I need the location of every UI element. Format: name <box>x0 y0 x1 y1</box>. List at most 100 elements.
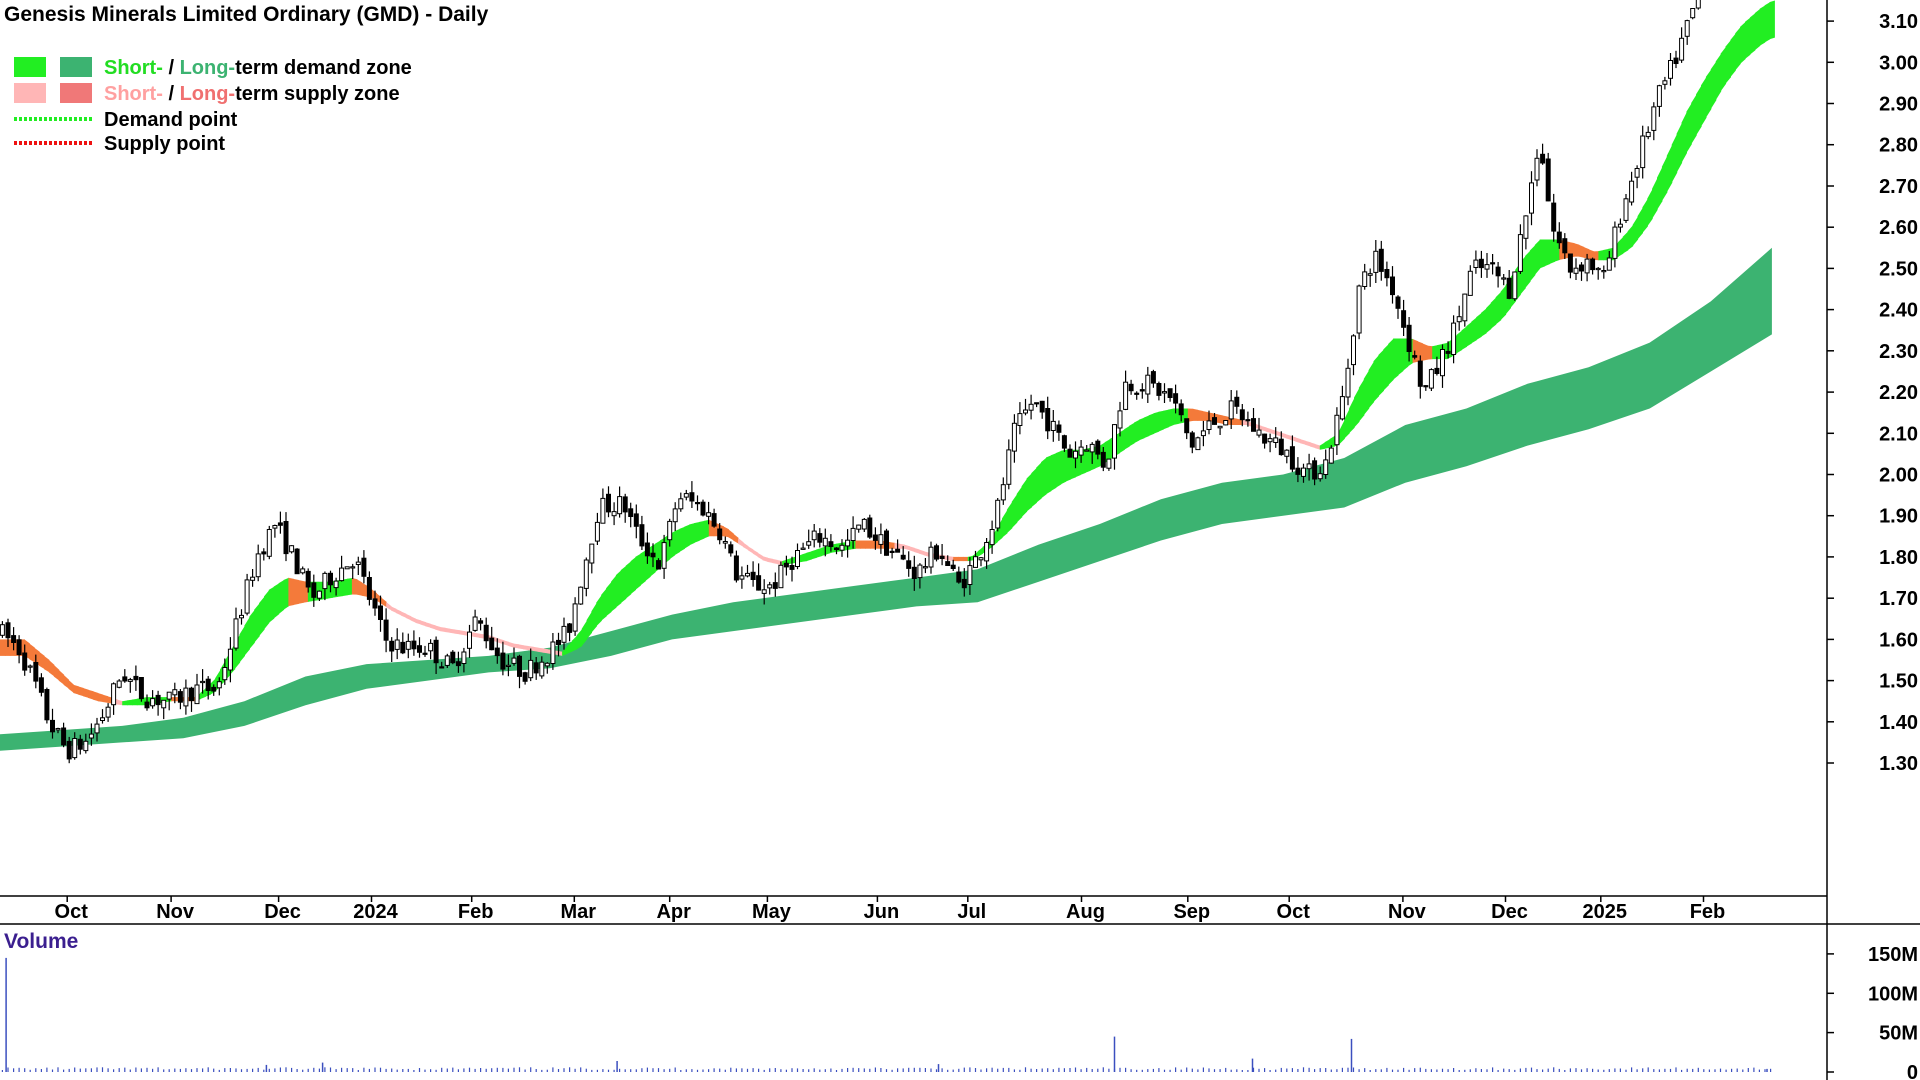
candle-body <box>333 580 339 589</box>
short-zone-segment <box>923 551 930 557</box>
short-zone-segment <box>689 523 695 546</box>
x-tick-label: Oct <box>1277 901 1311 923</box>
candle-body <box>183 687 189 707</box>
short-zone-segment <box>1471 317 1477 344</box>
short-zone-segment <box>68 679 74 693</box>
candle-body <box>361 557 367 577</box>
candle-body <box>1412 355 1418 358</box>
short-zone-segment <box>918 549 925 556</box>
candle-body <box>1417 360 1423 387</box>
x-tick-label: Nov <box>156 901 195 923</box>
candle-body <box>1517 234 1523 272</box>
short-zone-segment <box>581 620 588 646</box>
short-zone-segment <box>953 556 959 562</box>
candle-body <box>1117 410 1123 429</box>
short-zone-segment <box>347 578 353 596</box>
short-zone-segment <box>542 648 549 654</box>
candle-body <box>261 551 267 555</box>
short-zone-segment <box>1427 345 1433 360</box>
short-zone-segment <box>1143 415 1150 439</box>
candle-body <box>589 543 595 564</box>
short-zone-segment <box>889 542 896 549</box>
candle-body <box>889 550 895 553</box>
x-tick-label: Dec <box>1491 901 1528 923</box>
candle-body <box>1679 37 1685 61</box>
candle-body <box>1050 420 1056 431</box>
short-zone-segment <box>395 608 402 616</box>
candle-body <box>455 661 461 667</box>
volume-tick-label: 0 <box>1907 1062 1918 1080</box>
candle-body <box>450 651 456 664</box>
short-zone-segment <box>1153 411 1160 434</box>
candle-body <box>1123 381 1129 410</box>
candle-body <box>1223 420 1229 426</box>
candle-body <box>467 631 472 649</box>
short-zone-segment <box>1583 247 1590 259</box>
short-zone-segment <box>1378 349 1384 397</box>
candle-body <box>1256 429 1262 436</box>
short-zone-segment <box>1500 285 1507 321</box>
short-zone-segment <box>1637 207 1643 240</box>
volume-tick-label: 100M <box>1868 983 1918 1005</box>
short-zone-segment <box>1011 494 1018 529</box>
short-zone-segment <box>39 651 45 670</box>
candle-body <box>611 511 617 517</box>
short-zone-segment <box>410 616 417 623</box>
candle-body <box>811 530 817 541</box>
candle-body <box>216 681 222 689</box>
short-zone-segment <box>1275 430 1282 437</box>
y-tick-label: 1.70 <box>1879 588 1918 610</box>
short-zone-segment <box>787 557 793 565</box>
candle-body <box>1423 385 1429 388</box>
short-zone-segment <box>562 646 568 656</box>
short-zone-segment <box>1486 302 1492 334</box>
candle-body <box>311 582 317 598</box>
short-zone-segment <box>762 556 768 562</box>
short-zone-segment <box>738 538 744 547</box>
candle-body <box>1239 409 1245 421</box>
candle-body <box>1345 367 1351 398</box>
short-zone-segment <box>977 547 984 557</box>
candle-body <box>511 657 517 664</box>
short-zone-segment <box>1119 429 1125 454</box>
x-tick-label: 2024 <box>353 901 398 923</box>
candle-body <box>828 541 834 548</box>
candle-body <box>617 496 623 515</box>
short-zone-segment <box>1060 449 1067 485</box>
candle-body <box>1267 438 1273 443</box>
short-zone-segment <box>679 526 685 552</box>
legend-swatch-long-demand <box>60 57 92 77</box>
short-zone-segment <box>728 529 734 541</box>
candle-body <box>1156 383 1162 396</box>
candle-body <box>689 492 695 502</box>
legend-swatch-short-supply <box>14 83 46 103</box>
candle-body <box>1100 451 1106 468</box>
short-zone-segment <box>1529 245 1536 282</box>
legend-supply-point: Supply point <box>104 133 225 155</box>
short-zone-segment <box>1617 236 1624 257</box>
candle-body <box>350 566 356 569</box>
short-zone-segment <box>684 524 690 549</box>
candle-body <box>756 575 762 591</box>
candle-body <box>878 534 884 545</box>
short-zone-segment <box>371 589 377 601</box>
candle-body <box>111 683 117 706</box>
short-zone-segment <box>1329 435 1335 448</box>
candle-body <box>695 502 700 505</box>
candlestick-series <box>0 0 1701 764</box>
short-zone-segment <box>58 669 65 685</box>
candle-body <box>378 605 383 620</box>
candle-body <box>1378 248 1384 272</box>
short-zone-segment <box>1300 439 1306 445</box>
candle-body <box>1139 389 1145 392</box>
candle-body <box>1562 238 1568 254</box>
candle-body <box>1273 437 1279 443</box>
candle-body <box>622 496 628 513</box>
candle-body <box>211 686 217 692</box>
short-zone-segment <box>1740 21 1746 64</box>
candle-body <box>1401 310 1407 328</box>
short-zone-segment <box>1481 308 1487 337</box>
short-zone-segment <box>909 546 915 552</box>
short-zone-segment <box>1055 450 1062 488</box>
candle-body <box>366 577 372 600</box>
